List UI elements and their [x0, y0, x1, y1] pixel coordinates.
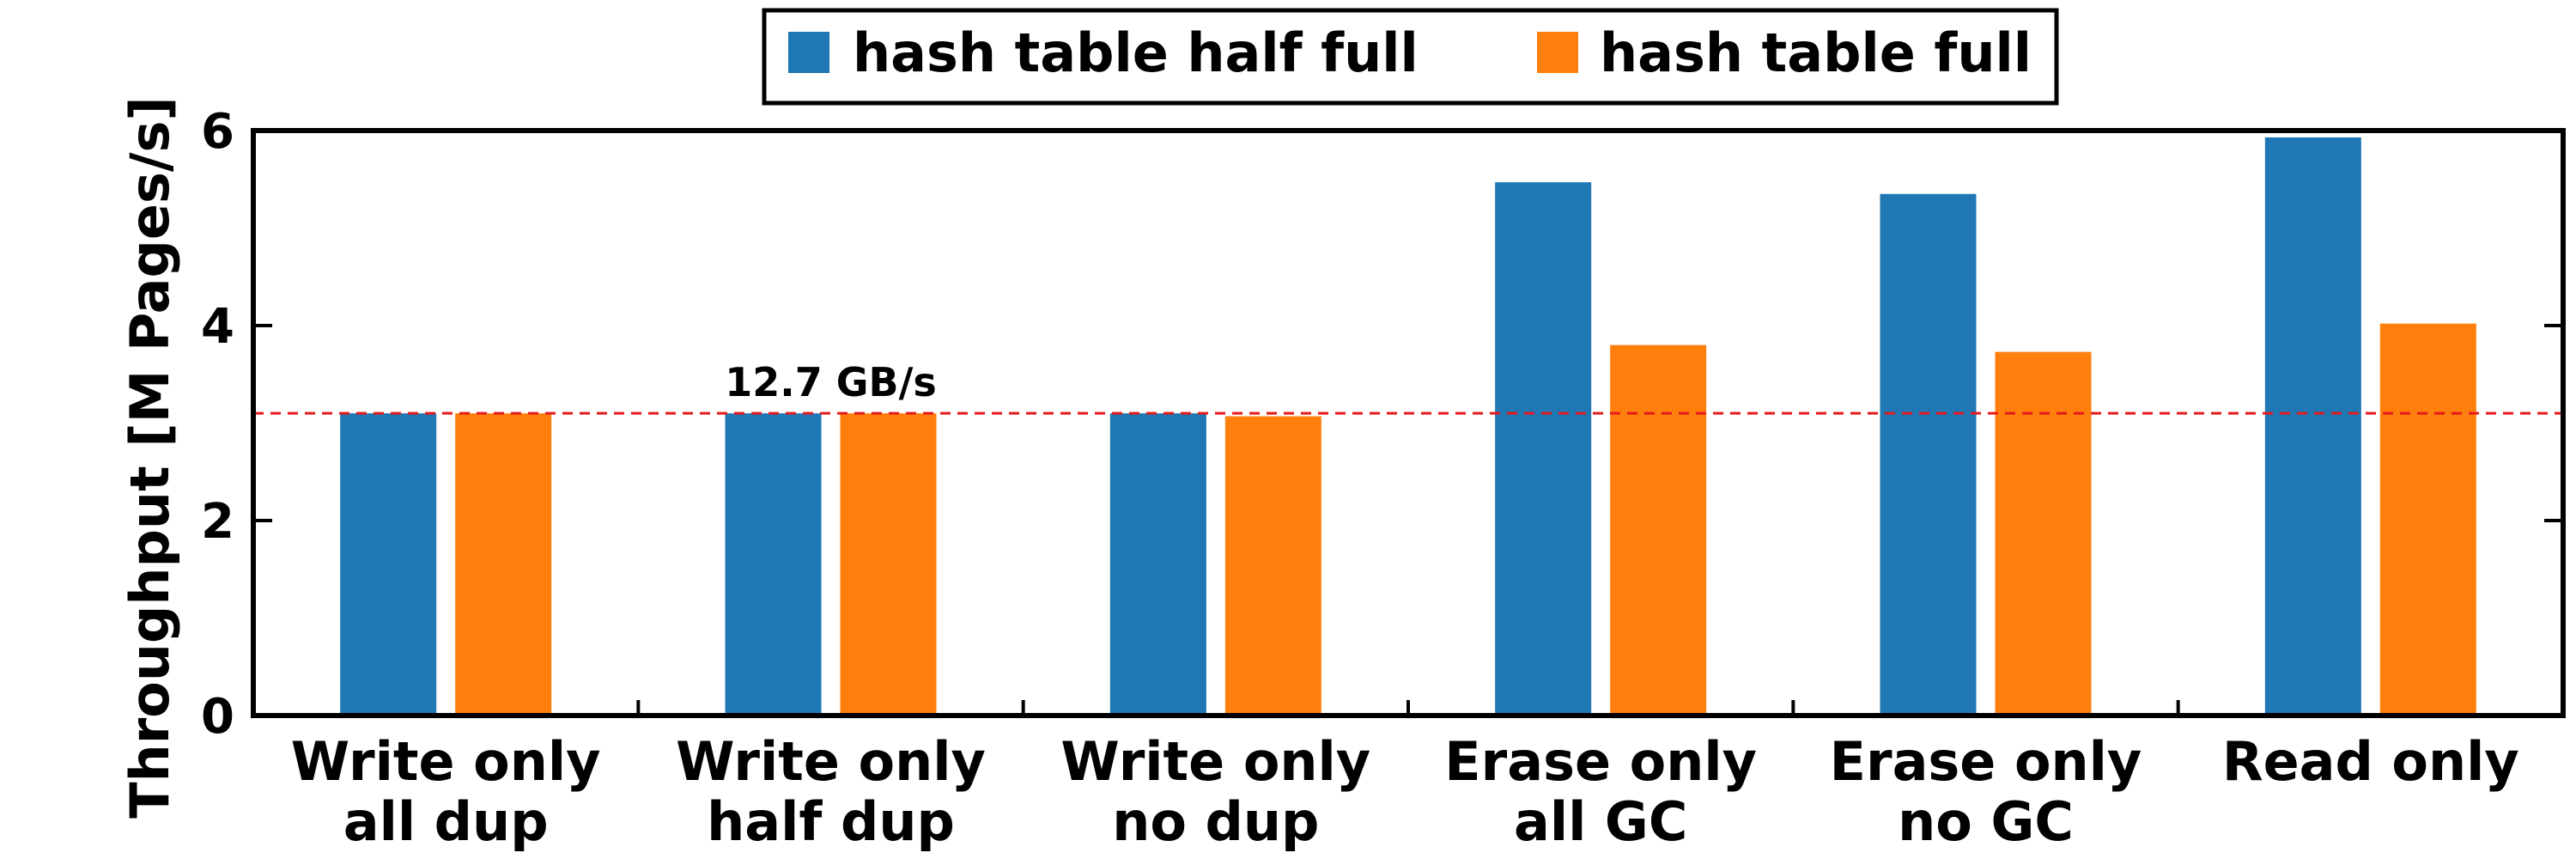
plot-frame [251, 128, 2566, 718]
y-tick-label: 4 [201, 299, 234, 355]
legend-swatch-series-1 [788, 32, 829, 73]
x-category-label: no dup [1112, 790, 1319, 853]
bar-series-2-category-3 [1224, 416, 1321, 716]
x-category-label: all dup [343, 790, 549, 853]
bar-series-2-category-4 [1610, 344, 1707, 716]
bar-series-2-category-1 [455, 413, 552, 716]
x-category-label: Read only [2222, 730, 2519, 793]
y-axis-title: Throughput [M Pages/s] [118, 96, 181, 818]
bar-series-1-category-2 [725, 413, 822, 716]
bar-series-1-category-6 [2264, 137, 2361, 716]
x-category-label: Erase only [1444, 730, 1757, 793]
bar-series-1-category-1 [340, 413, 437, 716]
legend-box [762, 8, 2059, 106]
x-category-label: no GC [1898, 790, 2074, 853]
bar-series-1-category-4 [1495, 182, 1592, 716]
x-category-label: Write only [676, 730, 986, 793]
axes-layer: 0 2 4 6 [201, 104, 2566, 745]
y-tick-label: 6 [201, 104, 234, 160]
bar-series-1-category-5 [1880, 193, 1977, 716]
x-category-label: half dup [707, 790, 955, 853]
legend-label-series-2: hash table full [1600, 21, 2032, 84]
bar-series-2-category-2 [840, 413, 937, 716]
x-category-label: Erase only [1830, 730, 2142, 793]
reference-layer: 12.7 GB/s [253, 359, 2563, 415]
legend: hash table half full hash table full [762, 8, 2059, 106]
y-tick-label: 2 [201, 494, 234, 550]
bar-series-2-category-6 [2379, 323, 2476, 716]
reference-line-label: 12.7 GB/s [725, 359, 937, 405]
bar-series-1-category-3 [1109, 413, 1206, 716]
x-category-label: all GC [1514, 790, 1687, 853]
bars-layer [340, 137, 2476, 716]
y-tick-label: 0 [201, 689, 234, 745]
legend-label-series-1: hash table half full [853, 21, 1419, 84]
x-category-label: Write only [291, 730, 601, 793]
bar-series-2-category-5 [1995, 351, 2092, 716]
x-category-label: Write only [1060, 730, 1370, 793]
legend-swatch-series-2 [1537, 32, 1578, 73]
